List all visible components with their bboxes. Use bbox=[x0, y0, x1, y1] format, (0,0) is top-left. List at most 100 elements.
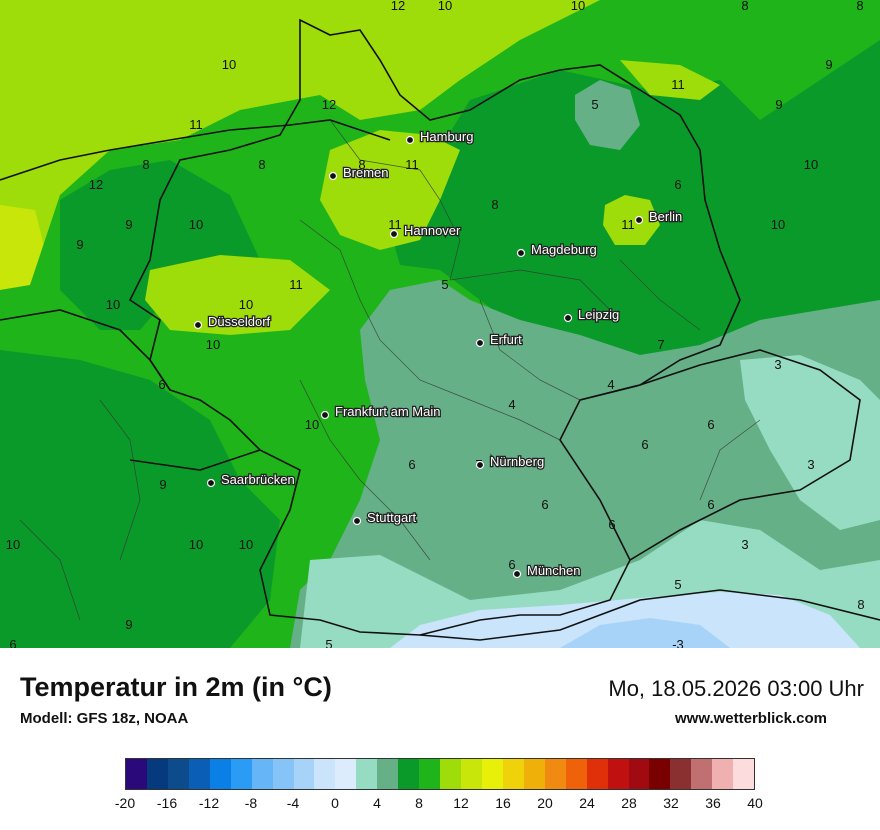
isotherm-label: 6 bbox=[707, 417, 714, 432]
isotherm-label: 9 bbox=[76, 237, 83, 252]
city-dot bbox=[634, 215, 644, 225]
isotherm-label: 7 bbox=[657, 337, 664, 352]
isotherm-label: 8 bbox=[358, 157, 365, 172]
city-dot bbox=[206, 478, 216, 488]
city-label: Hannover bbox=[404, 223, 461, 238]
city-dot bbox=[405, 135, 415, 145]
temperature-map: 12 10 10 8 8 10 9 11 12 5 9 11 8 8 8 11 10 12 6 8 9 10 11 11 10 9… bbox=[0, 0, 880, 648]
legend-ticks: -20 -16 -12 -8 -4 0 4 8 12 16 20 24 28 32 36 40 bbox=[115, 795, 763, 815]
legend-swatch bbox=[733, 759, 755, 789]
city-dot bbox=[475, 460, 485, 470]
isotherm-label: 11 bbox=[621, 217, 635, 232]
legend-swatch bbox=[691, 759, 713, 789]
city-marker: Hannover bbox=[389, 222, 462, 239]
isotherm-label: 10 bbox=[206, 337, 220, 352]
isotherm-label: 4 bbox=[607, 377, 614, 392]
legend-swatch bbox=[251, 759, 273, 789]
city-label: Bremen bbox=[343, 165, 389, 180]
isotherm-label: 6 bbox=[674, 177, 681, 192]
legend-tick-label: 28 bbox=[621, 795, 637, 811]
model-info: Modell: GFS 18z, NOAA bbox=[20, 710, 189, 727]
city-marker: Frankfurt am Main bbox=[320, 403, 442, 420]
legend-swatch bbox=[230, 759, 252, 789]
legend-swatch bbox=[398, 759, 420, 789]
city-dot bbox=[516, 248, 526, 258]
isotherm-label: 11 bbox=[388, 217, 402, 232]
city-marker: Erfurt bbox=[475, 331, 523, 348]
temp-field-teal-north bbox=[575, 80, 640, 150]
city-label: Saarbrücken bbox=[221, 472, 295, 487]
temp-field-lime-ruhr bbox=[145, 255, 330, 335]
city-label: Leipzig bbox=[578, 307, 619, 322]
city-dot bbox=[475, 338, 485, 348]
isotherm-label: 10 bbox=[804, 157, 818, 172]
legend-tick-label: -8 bbox=[244, 795, 258, 811]
isotherm-label: 5 bbox=[674, 577, 681, 592]
isotherm-label: 10 bbox=[6, 537, 20, 552]
legend-swatch bbox=[502, 759, 524, 789]
legend-tick-label: 24 bbox=[579, 795, 595, 811]
isotherm-label: 12 bbox=[89, 177, 103, 192]
city-label: München bbox=[527, 563, 580, 578]
city-marker: Stuttgart bbox=[352, 509, 418, 526]
legend-swatch bbox=[544, 759, 566, 789]
city-label: Hamburg bbox=[420, 129, 473, 144]
legend-tick-label: 32 bbox=[663, 795, 679, 811]
legend-swatch bbox=[335, 759, 357, 789]
city-marker: Leipzig bbox=[563, 306, 621, 323]
legend-swatch bbox=[607, 759, 629, 789]
city-marker: Bremen bbox=[328, 164, 390, 181]
city-label: Düsseldorf bbox=[208, 314, 271, 329]
legend-tick-label: -12 bbox=[198, 795, 220, 811]
city-label: Magdeburg bbox=[531, 242, 597, 257]
legend-swatch bbox=[565, 759, 587, 789]
site-url[interactable]: www.wetterblick.com bbox=[675, 710, 827, 727]
city-marker: München bbox=[512, 562, 582, 579]
isotherm-label: 10 bbox=[239, 297, 253, 312]
isotherm-label: 9 bbox=[775, 97, 782, 112]
isotherm-label: 6 bbox=[707, 497, 714, 512]
isotherm-label: 10 bbox=[771, 217, 785, 232]
color-legend bbox=[125, 758, 755, 790]
isotherm-label: 10 bbox=[189, 217, 203, 232]
legend-swatch bbox=[146, 759, 168, 789]
isotherm-labels: 12 10 10 8 8 10 9 11 12 5 9 11 8 8 8 11 10 12 6 8 9 10 11 11 10 9… bbox=[6, 0, 865, 648]
legend-swatch bbox=[188, 759, 210, 789]
isotherm-label: 6 bbox=[408, 457, 415, 472]
legend-swatch bbox=[272, 759, 294, 789]
legend-swatch bbox=[126, 759, 147, 789]
legend-tick-label: 36 bbox=[705, 795, 721, 811]
isotherm-label: 10 bbox=[571, 0, 585, 13]
city-marker: Nürnberg bbox=[475, 453, 546, 470]
isotherm-label: 6 bbox=[9, 637, 16, 648]
legend-swatch bbox=[209, 759, 231, 789]
legend-swatch bbox=[461, 759, 482, 789]
city-dot bbox=[193, 320, 203, 330]
city-marker: Berlin bbox=[634, 208, 684, 225]
isotherm-label: -3 bbox=[672, 637, 684, 648]
isotherm-label: 11 bbox=[671, 77, 685, 92]
state-borders bbox=[19, 119, 761, 621]
legend-tick-label: 12 bbox=[453, 795, 469, 811]
legend-tick-label: -4 bbox=[286, 795, 300, 811]
city-markers: Hamburg Bremen Berlin Hannover Magdeburg Düss… bbox=[193, 128, 684, 579]
legend-swatch bbox=[712, 759, 734, 789]
temp-field-lime-hamburg bbox=[320, 130, 460, 250]
isotherm-label: 3 bbox=[741, 537, 748, 552]
france-border bbox=[129, 449, 261, 471]
city-label: Stuttgart bbox=[367, 510, 417, 525]
isotherm-label: 8 bbox=[142, 157, 149, 172]
city-label: Berlin bbox=[649, 209, 682, 224]
isotherm-label: 9 bbox=[125, 217, 132, 232]
city-label: Frankfurt am Main bbox=[335, 404, 440, 419]
temp-field-very-cold bbox=[560, 618, 730, 648]
isotherm-label: 6 bbox=[608, 517, 615, 532]
austria-border bbox=[419, 589, 880, 641]
isotherm-label: 8 bbox=[741, 0, 748, 13]
isotherm-label: 9 bbox=[159, 477, 166, 492]
legend-swatch bbox=[440, 759, 461, 789]
borders bbox=[0, 18, 880, 641]
legend-swatch bbox=[670, 759, 692, 789]
isotherm-label: 8 bbox=[856, 0, 863, 13]
city-marker: Saarbrücken bbox=[206, 471, 296, 488]
